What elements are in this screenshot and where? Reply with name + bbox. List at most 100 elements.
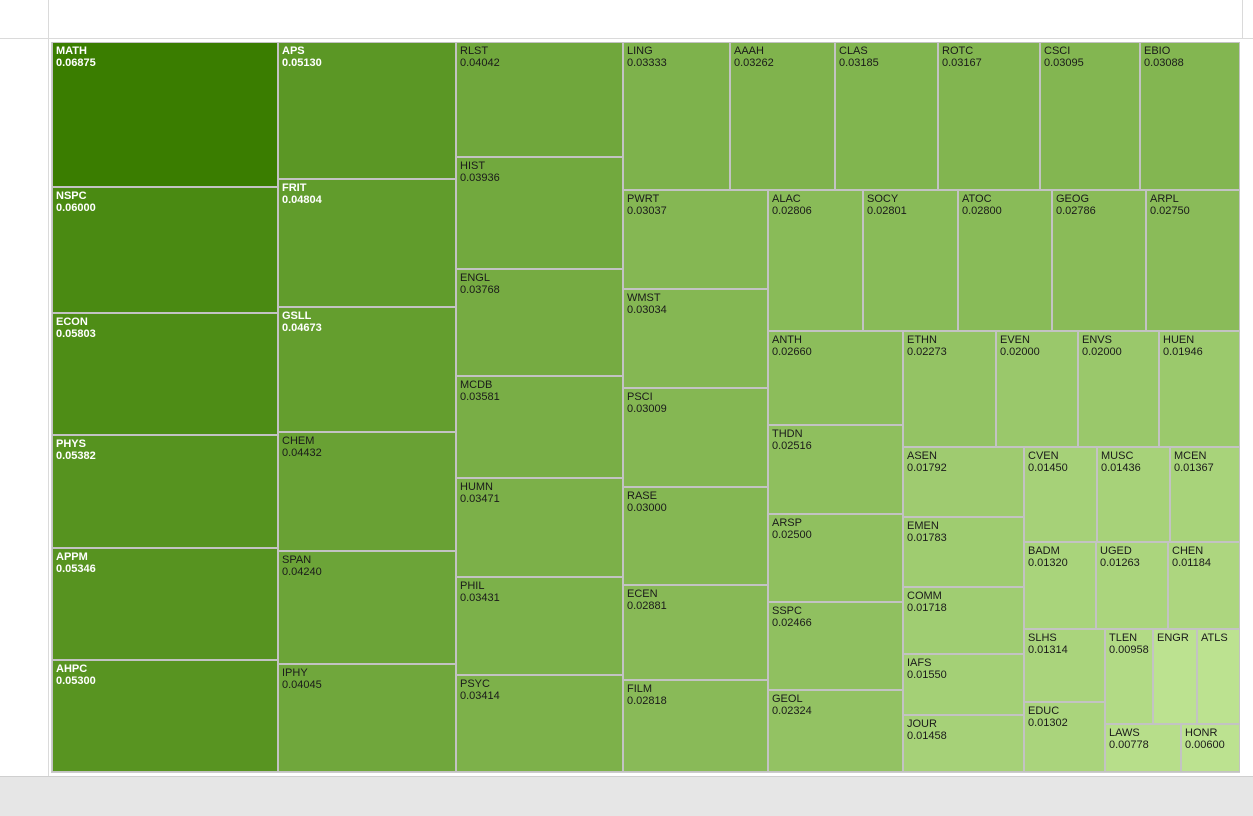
treemap-cell-span[interactable]: SPAN 0.04240 xyxy=(278,551,456,664)
cell-label-laws: LAWS xyxy=(1109,727,1140,739)
treemap-cell-aps[interactable]: APS 0.05130 xyxy=(278,42,456,179)
treemap-cell-anth[interactable]: ANTH 0.02660 xyxy=(768,331,903,425)
treemap-cell-arsp[interactable]: ARSP 0.02500 xyxy=(768,514,903,602)
treemap-cell-pwrt[interactable]: PWRT 0.03037 xyxy=(623,190,768,289)
treemap-cell-psci[interactable]: PSCI 0.03009 xyxy=(623,388,768,487)
treemap-cell-phys[interactable]: PHYS 0.05382 xyxy=(52,435,278,548)
cell-label-chem: CHEM xyxy=(282,435,315,447)
treemap-cell-ethn[interactable]: ETHN 0.02273 xyxy=(903,331,996,447)
treemap-cell-ecen[interactable]: ECEN 0.02881 xyxy=(623,585,768,680)
cell-value-math: 0.06875 xyxy=(56,57,96,69)
treemap-cell-film[interactable]: FILM 0.02818 xyxy=(623,680,768,772)
treemap-cell-asen[interactable]: ASEN 0.01792 xyxy=(903,447,1024,517)
treemap-cell-jour[interactable]: JOUR 0.01458 xyxy=(903,715,1024,772)
cell-label-geol: GEOL xyxy=(772,693,803,705)
cell-label-ahpc: AHPC xyxy=(56,663,88,675)
cell-value-geog: 0.02786 xyxy=(1056,205,1096,217)
treemap-cell-chen[interactable]: CHEN 0.01184 xyxy=(1168,542,1240,629)
cell-value-musc: 0.01436 xyxy=(1101,462,1141,474)
treemap-cell-rlst[interactable]: RLST 0.04042 xyxy=(456,42,623,157)
cell-value-socy: 0.02801 xyxy=(867,205,907,217)
treemap-cell-iafs[interactable]: IAFS 0.01550 xyxy=(903,654,1024,715)
cell-value-even: 0.02000 xyxy=(1000,346,1040,358)
treemap-cell-comm[interactable]: COMM 0.01718 xyxy=(903,587,1024,654)
treemap-cell-ebio[interactable]: EBIO 0.03088 xyxy=(1140,42,1240,190)
treemap-cell-iphy[interactable]: IPHY 0.04045 xyxy=(278,664,456,772)
cell-label-film: FILM xyxy=(627,683,653,695)
cell-label-ling: LING xyxy=(627,45,653,57)
treemap-cell-engl[interactable]: ENGL 0.03768 xyxy=(456,269,623,376)
cell-value-uged: 0.01263 xyxy=(1100,557,1140,569)
cell-value-arpl: 0.02750 xyxy=(1150,205,1190,217)
treemap-cell-rotc[interactable]: ROTC 0.03167 xyxy=(938,42,1040,190)
treemap-cell-arpl[interactable]: ARPL 0.02750 xyxy=(1146,190,1240,331)
cell-label-honr: HONR xyxy=(1185,727,1218,739)
cell-label-gsll: GSLL xyxy=(282,310,312,322)
cell-value-pwrt: 0.03037 xyxy=(627,205,667,217)
treemap-cell-rase[interactable]: RASE 0.03000 xyxy=(623,487,768,585)
treemap-cell-envs[interactable]: ENVS 0.02000 xyxy=(1078,331,1159,447)
treemap-cell-gsll[interactable]: GSLL 0.04673 xyxy=(278,307,456,432)
treemap-cell-chem[interactable]: CHEM 0.04432 xyxy=(278,432,456,551)
treemap-cell-frit[interactable]: FRIT 0.04804 xyxy=(278,179,456,307)
cell-value-alac: 0.02806 xyxy=(772,205,812,217)
bottom-divider xyxy=(0,776,1253,777)
cell-label-arsp: ARSP xyxy=(772,517,802,529)
treemap-cell-engr[interactable]: ENGR xyxy=(1153,629,1197,724)
treemap-cell-csci[interactable]: CSCI 0.03095 xyxy=(1040,42,1140,190)
cell-label-ethn: ETHN xyxy=(907,334,937,346)
cell-label-psyc: PSYC xyxy=(460,678,490,690)
treemap: MATH 0.06875 NSPC 0.06000 ECON 0.05803 PHYS 0.0… xyxy=(51,42,1240,773)
treemap-cell-nspc[interactable]: NSPC 0.06000 xyxy=(52,187,278,313)
treemap-cell-sspc[interactable]: SSPC 0.02466 xyxy=(768,602,903,690)
treemap-cell-psyc[interactable]: PSYC 0.03414 xyxy=(456,675,623,772)
cell-value-phil: 0.03431 xyxy=(460,592,500,604)
treemap-cell-mcen[interactable]: MCEN 0.01367 xyxy=(1170,447,1240,542)
treemap-cell-badm[interactable]: BADM 0.01320 xyxy=(1024,542,1096,629)
treemap-cell-ahpc[interactable]: AHPC 0.05300 xyxy=(52,660,278,772)
cell-label-musc: MUSC xyxy=(1101,450,1134,462)
treemap-cell-phil[interactable]: PHIL 0.03431 xyxy=(456,577,623,675)
treemap-cell-even[interactable]: EVEN 0.02000 xyxy=(996,331,1078,447)
treemap-cell-uged[interactable]: UGED 0.01263 xyxy=(1096,542,1168,629)
treemap-cell-hist[interactable]: HIST 0.03936 xyxy=(456,157,623,269)
treemap-cell-huen[interactable]: HUEN 0.01946 xyxy=(1159,331,1240,447)
treemap-cell-humn[interactable]: HUMN 0.03471 xyxy=(456,478,623,577)
cell-label-cven: CVEN xyxy=(1028,450,1059,462)
treemap-cell-mcdb[interactable]: MCDB 0.03581 xyxy=(456,376,623,478)
treemap-cell-honr[interactable]: HONR 0.00600 xyxy=(1181,724,1240,772)
treemap-cell-atls[interactable]: ATLS xyxy=(1197,629,1240,724)
treemap-cell-emen[interactable]: EMEN 0.01783 xyxy=(903,517,1024,587)
cell-value-psyc: 0.03414 xyxy=(460,690,500,702)
cell-value-mcdb: 0.03581 xyxy=(460,391,500,403)
cell-label-rase: RASE xyxy=(627,490,657,502)
treemap-cell-thdn[interactable]: THDN 0.02516 xyxy=(768,425,903,514)
treemap-cell-atoc[interactable]: ATOC 0.02800 xyxy=(958,190,1052,331)
treemap-cell-socy[interactable]: SOCY 0.02801 xyxy=(863,190,958,331)
treemap-cell-wmst[interactable]: WMST 0.03034 xyxy=(623,289,768,388)
treemap-cell-alac[interactable]: ALAC 0.02806 xyxy=(768,190,863,331)
treemap-cell-math[interactable]: MATH 0.06875 xyxy=(52,42,278,187)
cell-label-sspc: SSPC xyxy=(772,605,802,617)
treemap-cell-appm[interactable]: APPM 0.05346 xyxy=(52,548,278,660)
treemap-cell-geog[interactable]: GEOG 0.02786 xyxy=(1052,190,1146,331)
treemap-cell-educ[interactable]: EDUC 0.01302 xyxy=(1024,702,1105,772)
treemap-cell-slhs[interactable]: SLHS 0.01314 xyxy=(1024,629,1105,702)
cell-value-cven: 0.01450 xyxy=(1028,462,1068,474)
cell-value-laws: 0.00778 xyxy=(1109,739,1149,751)
cell-label-jour: JOUR xyxy=(907,718,937,730)
treemap-cell-tlen[interactable]: TLEN 0.00958 xyxy=(1105,629,1153,724)
treemap-cell-laws[interactable]: LAWS 0.00778 xyxy=(1105,724,1181,772)
treemap-cell-geol[interactable]: GEOL 0.02324 xyxy=(768,690,903,772)
treemap-cell-musc[interactable]: MUSC 0.01436 xyxy=(1097,447,1170,542)
treemap-cell-cven[interactable]: CVEN 0.01450 xyxy=(1024,447,1097,542)
treemap-cell-aaah[interactable]: AAAH 0.03262 xyxy=(730,42,835,190)
cell-value-humn: 0.03471 xyxy=(460,493,500,505)
treemap-cell-ling[interactable]: LING 0.03333 xyxy=(623,42,730,190)
cell-value-ling: 0.03333 xyxy=(627,57,667,69)
cell-value-frit: 0.04804 xyxy=(282,194,322,206)
cell-value-mcen: 0.01367 xyxy=(1174,462,1214,474)
cell-label-rotc: ROTC xyxy=(942,45,974,57)
treemap-cell-clas[interactable]: CLAS 0.03185 xyxy=(835,42,938,190)
treemap-cell-econ[interactable]: ECON 0.05803 xyxy=(52,313,278,435)
